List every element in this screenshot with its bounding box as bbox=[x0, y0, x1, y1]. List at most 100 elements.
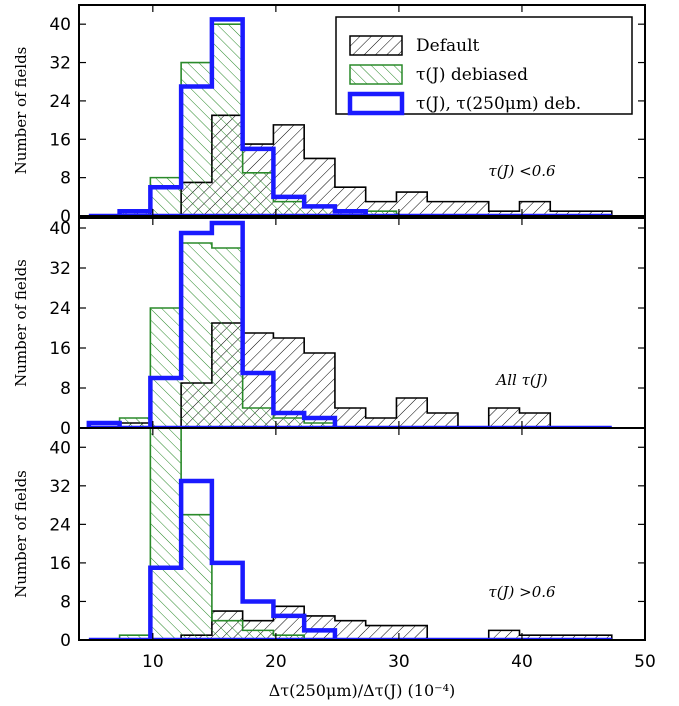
legend-entry: τ(J) debiased bbox=[349, 64, 528, 85]
bar bbox=[242, 172, 274, 216]
bar bbox=[488, 630, 520, 640]
y-axis-label: Number of fields bbox=[12, 470, 30, 598]
panel-annotation: All τ(J) bbox=[494, 371, 547, 389]
panel-2: 0 8 16 24 32 40 Number of fields All τ(J) bbox=[12, 217, 646, 439]
bar bbox=[334, 620, 366, 640]
bar bbox=[488, 408, 520, 428]
bar bbox=[242, 630, 274, 640]
bar bbox=[581, 635, 612, 640]
series-green-hatch-p2 bbox=[88, 242, 612, 428]
bar bbox=[396, 398, 428, 428]
bar bbox=[181, 243, 212, 428]
series-green-hatch-p3 bbox=[88, 428, 612, 640]
y-tick-label: 32 bbox=[49, 477, 71, 497]
bar bbox=[150, 177, 182, 216]
bar bbox=[334, 211, 366, 216]
x-tick-label: 10 bbox=[142, 652, 164, 672]
y-axis-label: Number of fields bbox=[12, 259, 30, 387]
bar bbox=[273, 635, 305, 640]
y-tick-label: 0 bbox=[60, 419, 71, 439]
step-line bbox=[86, 220, 612, 428]
bar bbox=[304, 206, 335, 216]
legend-swatch bbox=[349, 35, 403, 56]
bar bbox=[304, 353, 335, 428]
series-green-hatch-p1 bbox=[88, 23, 612, 216]
bar bbox=[150, 308, 182, 428]
y-tick-label: 40 bbox=[49, 219, 71, 239]
bar bbox=[519, 413, 551, 428]
bar bbox=[550, 211, 582, 216]
series-blue-step-p3 bbox=[88, 478, 612, 640]
bar bbox=[519, 635, 551, 640]
y-tick-label: 0 bbox=[60, 631, 71, 651]
y-tick-label: 8 bbox=[60, 169, 71, 189]
bar bbox=[365, 625, 397, 640]
bar bbox=[150, 428, 182, 640]
y-tick-label: 16 bbox=[49, 339, 71, 359]
x-tick-label: 20 bbox=[265, 652, 287, 672]
y-tick-label: 40 bbox=[49, 15, 71, 35]
bar bbox=[181, 514, 212, 640]
bar bbox=[211, 248, 243, 428]
bar bbox=[119, 635, 151, 640]
bar bbox=[304, 423, 335, 428]
plot-frame bbox=[78, 427, 646, 641]
y-tick-label: 32 bbox=[49, 54, 71, 74]
y-tick-label: 32 bbox=[49, 259, 71, 279]
legend-label: τ(J), τ(250μm) deb. bbox=[416, 94, 581, 114]
bar bbox=[119, 418, 151, 428]
bar bbox=[488, 211, 520, 216]
y-axis-label: Number of fields bbox=[12, 47, 30, 175]
x-tick-label: 40 bbox=[511, 652, 533, 672]
bar-outline bbox=[88, 428, 612, 640]
bar bbox=[242, 408, 274, 428]
y-tick-label: 8 bbox=[60, 379, 71, 399]
bar bbox=[211, 620, 243, 640]
legend-label: Default bbox=[416, 36, 480, 56]
panel-annotation: τ(J) <0.6 bbox=[488, 162, 556, 180]
y-tick-label: 16 bbox=[49, 554, 71, 574]
bar bbox=[211, 24, 243, 216]
bar bbox=[550, 635, 582, 640]
bar bbox=[519, 201, 551, 216]
bar bbox=[334, 408, 366, 428]
x-axis-label: Δτ(250μm)/Δτ(J) (10⁻⁴) bbox=[269, 681, 455, 700]
panel-3: 0 8 16 24 32 40 10 20 30 40 50 Number of fields τ(J)… bbox=[12, 427, 656, 700]
x-tick-label: 50 bbox=[634, 652, 656, 672]
bar bbox=[273, 418, 305, 428]
y-tick-label: 24 bbox=[49, 299, 71, 319]
legend-swatch bbox=[347, 91, 405, 116]
legend-label: τ(J) debiased bbox=[416, 65, 528, 85]
series-blue-step-p2 bbox=[86, 220, 612, 428]
legend-entry: Default bbox=[349, 35, 480, 56]
y-tick-label: 0 bbox=[60, 207, 71, 227]
legend-entry: τ(J), τ(250μm) deb. bbox=[347, 91, 581, 116]
legend-swatch bbox=[349, 64, 403, 85]
y-tick-label: 24 bbox=[49, 92, 71, 112]
bar bbox=[457, 201, 489, 216]
plot-frame bbox=[78, 4, 646, 217]
bar bbox=[396, 192, 428, 216]
step-line bbox=[88, 478, 612, 640]
series-blue-step-p1 bbox=[88, 17, 612, 216]
bar bbox=[427, 201, 458, 216]
bar bbox=[427, 413, 458, 428]
bar bbox=[581, 211, 612, 216]
y-tick-label: 40 bbox=[49, 438, 71, 458]
legend: Default τ(J) debiased τ(J), τ(250μm) deb. bbox=[335, 16, 633, 116]
y-tick-label: 16 bbox=[49, 130, 71, 150]
y-tick-label: 8 bbox=[60, 592, 71, 612]
bar bbox=[119, 211, 151, 216]
bar bbox=[304, 615, 335, 640]
bar bbox=[365, 211, 397, 216]
step-line bbox=[88, 17, 612, 216]
x-tick-label: 30 bbox=[388, 652, 410, 672]
panel-annotation: τ(J) >0.6 bbox=[488, 583, 556, 601]
bar bbox=[365, 418, 397, 428]
y-tick-label: 24 bbox=[49, 515, 71, 535]
panel-1: 0 8 16 24 32 40 Number of fields τ(J) <0.6 bbox=[12, 4, 646, 227]
bar bbox=[396, 625, 428, 640]
bar bbox=[273, 201, 305, 216]
bar bbox=[273, 606, 305, 640]
